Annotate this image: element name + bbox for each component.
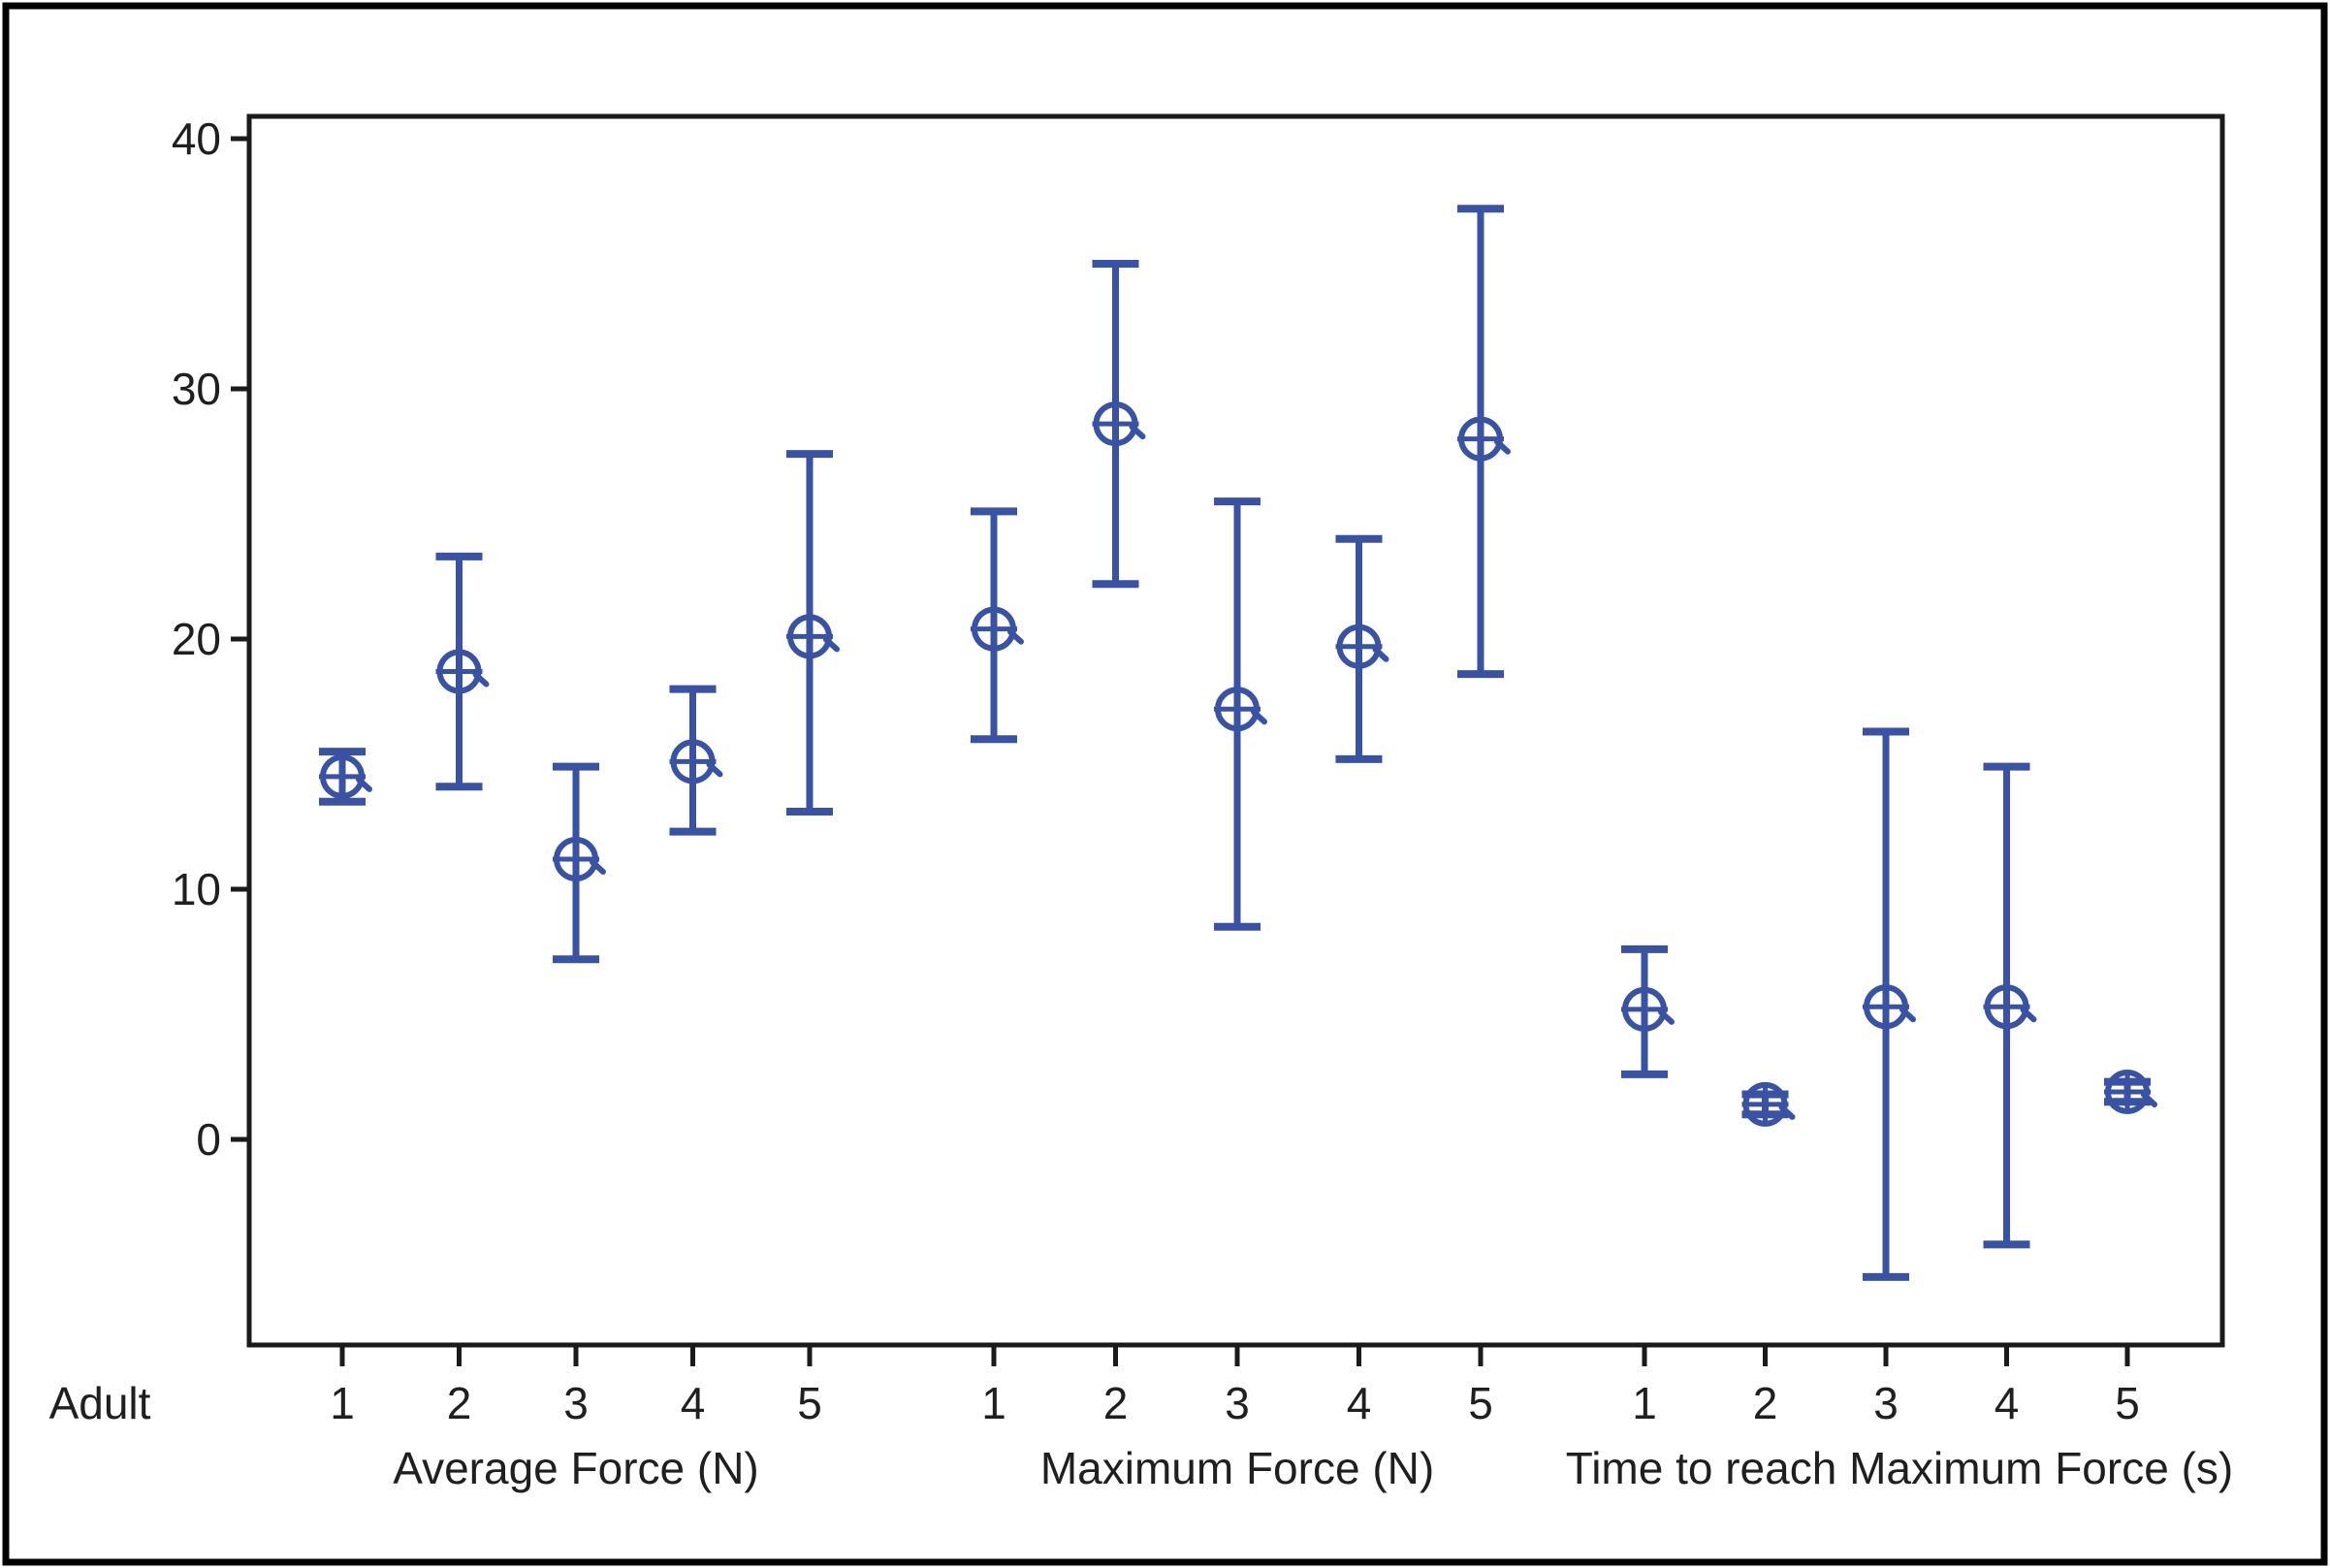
marker-tail — [356, 776, 372, 792]
mean-marker — [1214, 687, 1267, 732]
error-bar — [669, 685, 723, 836]
marker-tail — [1494, 438, 1511, 455]
x-tick-label: 2 — [1103, 1378, 1129, 1428]
marker-tail — [1372, 646, 1389, 662]
error-bar — [971, 507, 1024, 744]
error-bar — [1741, 1081, 1796, 1127]
error-bar — [1621, 944, 1675, 1078]
x-tick-label: 1 — [330, 1378, 355, 1428]
error-bar — [435, 552, 490, 791]
mean-marker — [1863, 984, 1916, 1030]
x-tick-label: 3 — [1873, 1378, 1899, 1428]
error-bar — [1983, 762, 2037, 1249]
marker-tail — [1658, 1008, 1675, 1025]
group-axis-label: Time to reach Maximum Force (s) — [1566, 1443, 2233, 1493]
error-bar — [2104, 1069, 2157, 1114]
row-label: Adult — [49, 1378, 151, 1428]
marker-tail — [590, 859, 606, 876]
x-tick-label: 5 — [2115, 1378, 2140, 1428]
x-tick-label: 2 — [1753, 1378, 1778, 1428]
y-tick-label: 20 — [172, 614, 221, 664]
x-tick-label: 3 — [1225, 1378, 1250, 1428]
marker-tail — [1007, 628, 1024, 645]
error-bar — [786, 450, 840, 816]
marker-tail — [1778, 1104, 1796, 1120]
mean-marker — [1741, 1081, 1796, 1127]
marker-tail — [1129, 424, 1146, 440]
x-tick-label: 4 — [681, 1378, 706, 1428]
mean-marker — [435, 649, 490, 694]
y-tick-label: 0 — [196, 1114, 221, 1165]
error-bar — [1335, 534, 1389, 763]
marker-tail — [823, 636, 840, 653]
mean-marker — [553, 837, 606, 882]
mean-marker — [2104, 1069, 2157, 1114]
x-tick-label: 1 — [981, 1378, 1006, 1428]
x-tick-label: 4 — [1347, 1378, 1372, 1428]
y-tick-label: 10 — [172, 864, 221, 914]
mean-marker — [319, 753, 372, 799]
error-bar — [1457, 205, 1511, 679]
marker-tail — [2141, 1091, 2157, 1107]
x-tick-label: 5 — [797, 1378, 822, 1428]
y-tick-label: 40 — [172, 113, 221, 164]
error-bar — [1214, 497, 1267, 931]
error-bar — [1092, 260, 1146, 589]
mean-marker — [1092, 401, 1146, 447]
error-bar — [553, 762, 606, 964]
marker-tail — [1899, 1007, 1916, 1023]
mean-marker — [786, 614, 840, 659]
group-axis-label: Maximum Force (N) — [1040, 1443, 1434, 1493]
x-tick-label: 3 — [563, 1378, 589, 1428]
group-1: 1 2 3 4 5 Average Force (N) — [319, 450, 840, 1493]
mean-marker — [971, 606, 1024, 652]
group-3: 1 2 3 4 5 Time to reach Maximum Force (s) — [1566, 727, 2233, 1493]
mean-marker — [1983, 984, 2037, 1030]
x-tick-label: 4 — [1995, 1378, 2020, 1428]
y-tick-label: 30 — [172, 364, 221, 414]
y-axis: 40 30 20 10 0 — [172, 113, 249, 1165]
mean-marker — [1335, 624, 1389, 669]
x-tick-label: 1 — [1632, 1378, 1657, 1428]
x-tick-label: 2 — [447, 1378, 472, 1428]
error-bar — [319, 748, 372, 806]
mean-marker — [1621, 986, 1675, 1032]
marker-tail — [706, 761, 723, 778]
group-2: 1 2 3 4 5 Maximum Force (N) — [971, 205, 1511, 1493]
group-axis-label: Average Force (N) — [393, 1443, 759, 1493]
mean-marker — [669, 739, 723, 784]
marker-tail — [472, 671, 490, 688]
error-bar — [1863, 727, 1916, 1281]
marker-tail — [2020, 1007, 2037, 1023]
mean-marker — [1457, 416, 1511, 462]
x-tick-label: 5 — [1468, 1378, 1493, 1428]
marker-tail — [1251, 709, 1267, 725]
